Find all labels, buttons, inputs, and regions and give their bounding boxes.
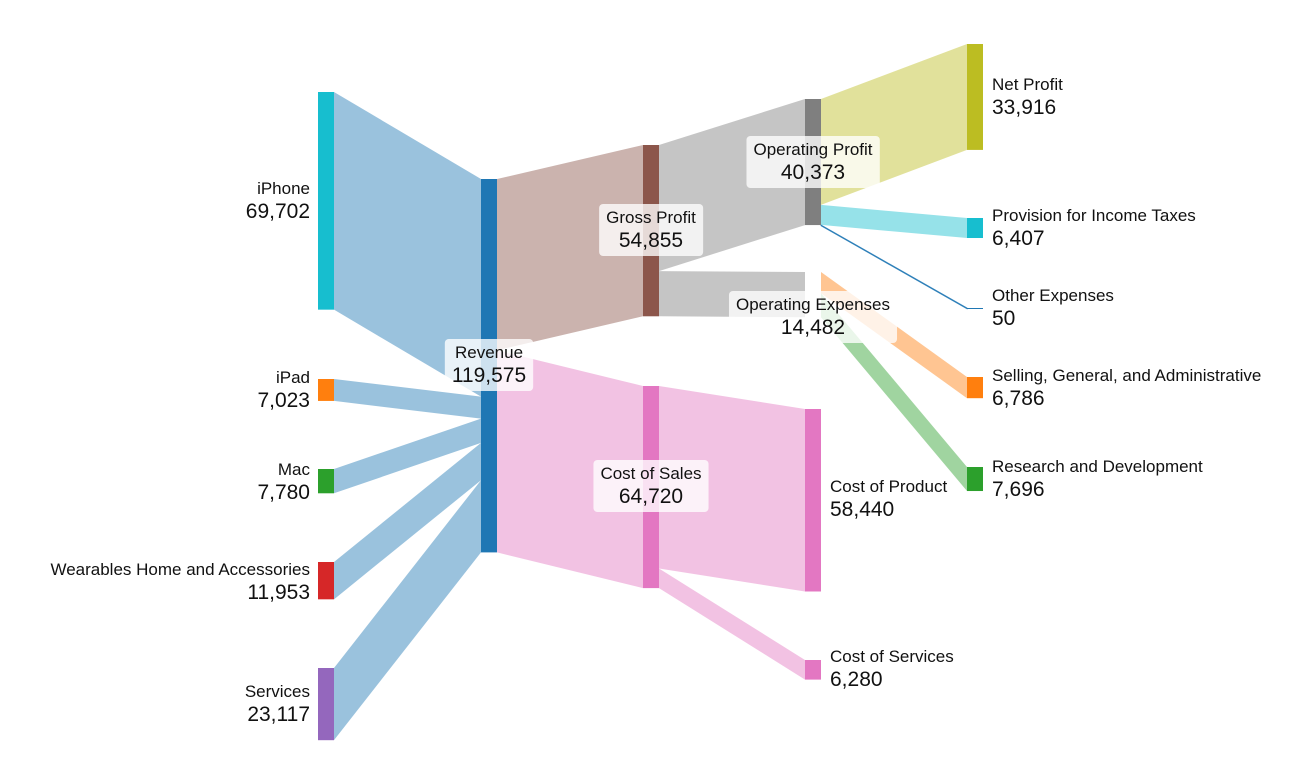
link-revenue-to-gross-profit — [497, 145, 643, 351]
label-services: Services 23,117 — [245, 682, 310, 726]
node-value-operating-profit: 40,373 — [781, 161, 845, 184]
link-ipad-to-revenue — [334, 379, 481, 419]
node-name-provision-for-income-taxes: Provision for Income Taxes — [992, 206, 1196, 225]
link-cost-of-sales-to-cost-of-product — [659, 386, 805, 592]
link-mac-to-revenue — [334, 418, 481, 494]
node-name-cost-of-services: Cost of Services — [830, 647, 954, 666]
label-other-expenses: Other Expenses 50 — [992, 286, 1114, 330]
node-value-cost-of-product: 58,440 — [830, 498, 894, 521]
label-gross-profit: Gross Profit 54,855 — [599, 204, 704, 256]
link-cost-of-sales-to-cost-of-services — [659, 568, 805, 680]
label-background — [593, 460, 709, 512]
label-net-profit: Net Profit 33,916 — [992, 75, 1063, 119]
label-operating-expenses: Operating Expenses 14,482 — [728, 291, 898, 343]
node-name-other-expenses: Other Expenses — [992, 286, 1114, 305]
labels-layer: iPhone 69,702 iPad 7,023 Mac 7,780 Wearables H… — [50, 75, 1261, 726]
label-background — [599, 204, 704, 256]
link-iphone-to-revenue — [334, 92, 481, 397]
node-value-mac: 7,780 — [257, 481, 310, 504]
label-revenue: Revenue 119,575 — [444, 339, 534, 391]
label-selling-general-and-administrative: Selling, General, and Administrative 6,78… — [992, 366, 1261, 410]
node-value-net-profit: 33,916 — [992, 96, 1056, 119]
node-iphone — [318, 92, 334, 310]
node-name-ipad: iPad — [276, 368, 310, 387]
link-wearables-home-and-accessories-to-revenue — [334, 442, 481, 600]
node-name-iphone: iPhone — [257, 179, 310, 198]
label-cost-of-sales: Cost of Sales 64,720 — [593, 460, 709, 512]
label-cost-of-services: Cost of Services 6,280 — [830, 647, 954, 691]
node-wearables-home-and-accessories — [318, 562, 334, 600]
node-value-cost-of-services: 6,280 — [830, 668, 883, 691]
node-value-provision-for-income-taxes: 6,407 — [992, 227, 1045, 250]
node-value-gross-profit: 54,855 — [619, 229, 683, 252]
node-name-operating-expenses: Operating Expenses — [736, 295, 890, 314]
node-value-services: 23,117 — [247, 703, 310, 726]
node-value-selling-general-and-administrative: 6,786 — [992, 387, 1045, 410]
node-name-gross-profit: Gross Profit — [606, 208, 696, 227]
node-mac — [318, 469, 334, 494]
label-background — [746, 136, 880, 188]
label-ipad: iPad 7,023 — [257, 368, 310, 412]
label-background — [444, 339, 534, 391]
node-value-other-expenses: 50 — [992, 307, 1015, 330]
node-provision-for-income-taxes — [967, 218, 983, 239]
node-name-cost-of-product: Cost of Product — [830, 477, 947, 496]
label-mac: Mac 7,780 — [257, 460, 310, 504]
node-value-iphone: 69,702 — [246, 200, 310, 223]
node-cost-of-services — [805, 660, 821, 680]
label-wearables-home-and-accessories: Wearables Home and Accessories 11,953 — [50, 560, 310, 604]
node-name-revenue: Revenue — [455, 343, 523, 362]
node-name-selling-general-and-administrative: Selling, General, and Administrative — [992, 366, 1261, 385]
node-value-research-and-development: 7,696 — [992, 478, 1045, 501]
label-research-and-development: Research and Development 7,696 — [992, 457, 1203, 501]
node-name-wearables-home-and-accessories: Wearables Home and Accessories — [50, 560, 310, 579]
node-name-mac: Mac — [278, 460, 311, 479]
link-revenue-to-cost-of-sales — [497, 350, 643, 589]
node-net-profit — [967, 44, 983, 150]
node-value-revenue: 119,575 — [452, 364, 526, 387]
label-iphone: iPhone 69,702 — [246, 179, 310, 223]
node-research-and-development — [967, 467, 983, 492]
node-services — [318, 668, 334, 741]
node-ipad — [318, 379, 334, 401]
node-selling-general-and-administrative — [967, 377, 983, 399]
node-cost-of-product — [805, 409, 821, 592]
node-other-expenses — [967, 308, 983, 309]
node-value-wearables-home-and-accessories: 11,953 — [247, 581, 310, 604]
node-value-ipad: 7,023 — [257, 389, 310, 412]
node-value-operating-expenses: 14,482 — [781, 316, 845, 339]
node-name-cost-of-sales: Cost of Sales — [600, 464, 701, 483]
link-operating-profit-to-provision-for-income-taxes — [821, 204, 967, 239]
node-name-research-and-development: Research and Development — [992, 457, 1203, 476]
node-value-cost-of-sales: 64,720 — [619, 485, 683, 508]
label-provision-for-income-taxes: Provision for Income Taxes 6,407 — [992, 206, 1196, 250]
node-name-services: Services — [245, 682, 310, 701]
label-background — [728, 291, 898, 343]
label-operating-profit: Operating Profit 40,373 — [746, 136, 880, 188]
node-name-net-profit: Net Profit — [992, 75, 1063, 94]
node-name-operating-profit: Operating Profit — [753, 140, 872, 159]
label-cost-of-product: Cost of Product 58,440 — [830, 477, 947, 521]
link-services-to-revenue — [334, 480, 481, 741]
